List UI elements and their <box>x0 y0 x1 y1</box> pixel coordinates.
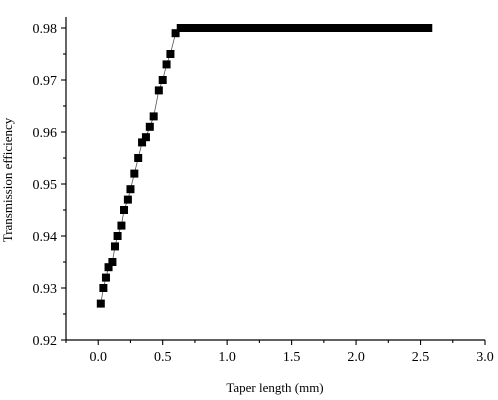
data-point <box>138 138 147 147</box>
y-tick-label: 0.93 <box>33 282 58 297</box>
x-tick-label: 2.5 <box>412 350 430 365</box>
data-point <box>176 24 185 32</box>
data-point <box>183 24 192 32</box>
y-ticks: 0.92 0.93 0.94 0.95 0.96 0.97 0.98 <box>33 22 66 349</box>
x-tick-label: 0.0 <box>89 350 107 365</box>
data-point <box>130 169 139 178</box>
data-point <box>171 29 180 38</box>
data-point <box>120 206 129 214</box>
data-point <box>424 24 433 32</box>
x-tick-label: 2.0 <box>347 350 365 365</box>
data-point <box>99 284 108 292</box>
data-point <box>166 50 175 58</box>
y-axis-title: Transmission efficiency <box>0 117 15 242</box>
data-point <box>104 263 113 272</box>
x-tick-label: 1.5 <box>283 350 301 365</box>
data-point <box>101 273 110 282</box>
data-point <box>145 122 154 131</box>
y-tick-label: 0.92 <box>33 334 58 349</box>
data-point <box>162 60 171 69</box>
x-axis-title: Taper length (mm) <box>226 380 323 395</box>
y-tick-label: 0.98 <box>33 22 58 37</box>
data-markers <box>96 24 433 308</box>
y-tick-label: 0.94 <box>33 230 58 245</box>
y-tick-label: 0.95 <box>33 178 58 193</box>
series-line <box>100 27 429 304</box>
data-point <box>126 185 135 194</box>
y-tick-label: 0.97 <box>33 74 58 89</box>
data-point <box>110 242 119 251</box>
data-point <box>158 76 167 84</box>
x-ticks: 0.0 0.5 1.0 1.5 2.0 2.5 3.0 <box>65 340 494 365</box>
data-point <box>117 221 126 230</box>
y-tick-label: 0.96 <box>33 126 58 141</box>
data-point <box>108 258 117 266</box>
data-point <box>141 133 150 142</box>
x-tick-label: 1.0 <box>218 350 236 365</box>
data-point <box>154 86 163 95</box>
data-point <box>149 112 158 121</box>
x-tick-label: 0.5 <box>154 350 172 365</box>
data-point <box>96 299 105 308</box>
data-point <box>113 232 122 240</box>
plot-frame <box>65 17 485 341</box>
x-tick-label: 3.0 <box>476 350 494 365</box>
data-point <box>134 154 143 162</box>
data-point <box>123 195 132 204</box>
